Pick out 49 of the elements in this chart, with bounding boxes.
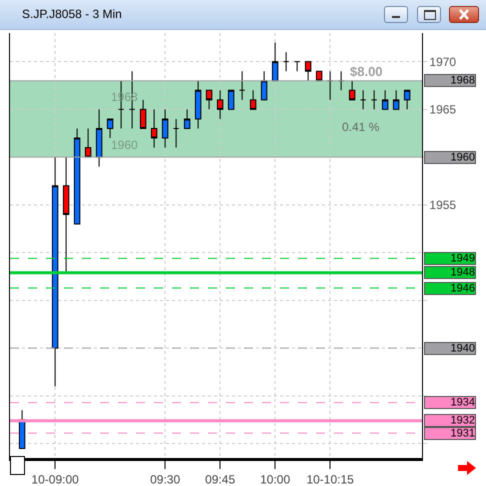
ref-line-label: 1949 [450,252,475,264]
ref-line-label: 1948 [450,266,475,278]
y-tick-label: 1970 [429,54,456,69]
candlestick [238,70,246,100]
candlestick [194,80,202,130]
ref-line-label: 1940 [450,342,475,354]
candlestick [140,99,146,130]
candlestick [272,42,278,82]
x-tick-label: 10:00 [260,472,290,486]
candlestick [216,90,224,120]
annotation: 0.41 % [342,120,380,134]
candlestick [294,61,300,72]
candlestick [382,90,388,110]
x-tick-label: 09:45 [205,472,236,486]
ref-line-label: 1968 [450,74,475,86]
candlestick [250,90,256,110]
candlestick [404,90,410,110]
candlestick [360,90,366,110]
candlestick [84,128,92,158]
candlestick [316,70,322,82]
candlestick [162,108,168,148]
chart-title: S.JP.J8058 - 3 Min [22,7,122,21]
x-tick-label: 10-10:15 [306,472,354,486]
candlestick [184,108,190,130]
candlestick [172,118,180,148]
candlestick [370,90,378,110]
candlestick [74,128,80,225]
candlestick [260,70,268,100]
ref-line-label: 1932 [450,414,475,426]
candlestick [282,52,290,72]
y-tick-label: 1965 [429,102,456,117]
candlestick [96,108,102,168]
candlestick [304,61,312,82]
y-tick-label: 1955 [429,198,456,212]
band-label: $8.00 [350,64,383,79]
candlestick [392,90,400,110]
candlestick [206,90,212,110]
x-tick-label: 10-09:00 [31,472,80,486]
ref-line-label: 1934 [450,396,475,408]
x-tick-label: 09:30 [150,472,180,486]
candlestick [228,90,234,110]
ref-line-label: 1960 [450,152,475,164]
candlestick [62,156,70,272]
ref-line-label: 1931 [450,428,475,440]
candlestick [150,108,158,148]
candlestick [106,118,114,139]
annotation: 1960 [111,138,138,152]
ref-line-label: 1946 [450,282,475,294]
candlestick [348,80,356,100]
